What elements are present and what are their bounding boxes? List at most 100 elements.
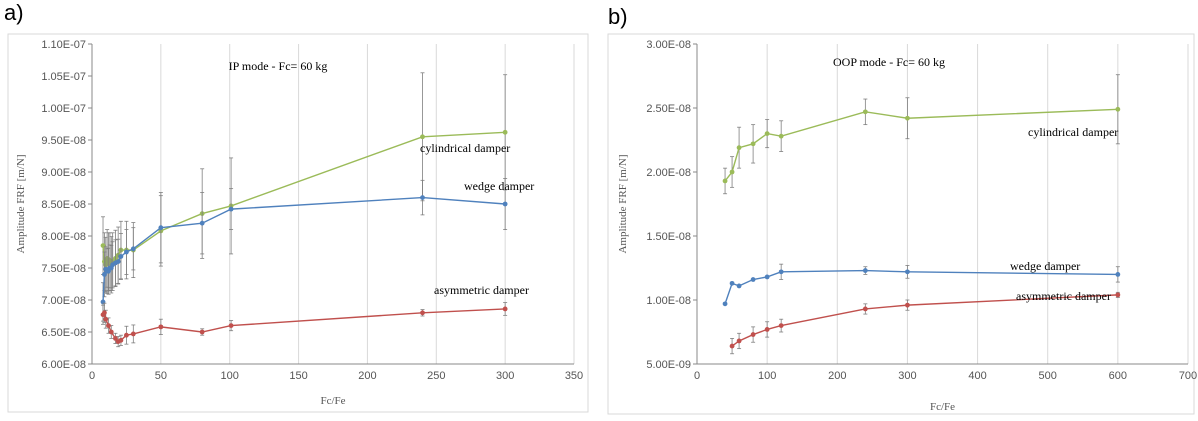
chart-frame	[607, 33, 1195, 415]
data-point	[1115, 106, 1121, 112]
y-tick-label: 2.50E-08	[646, 103, 691, 115]
x-tick-label: 0	[694, 370, 700, 382]
panel-label-a: a)	[4, 0, 24, 25]
data-point	[729, 280, 735, 286]
x-tick-label: 200	[828, 370, 846, 382]
series-asymmetric-damper: asymmetric damper	[729, 289, 1121, 355]
data-point	[502, 201, 508, 207]
series-label: cylindrical damper	[420, 141, 510, 155]
data-point	[118, 337, 124, 343]
data-point	[502, 306, 508, 312]
data-point	[118, 254, 124, 259]
data-point	[158, 225, 164, 231]
data-point	[101, 310, 107, 316]
data-point	[106, 323, 111, 328]
x-tick-label: 300	[496, 370, 514, 382]
data-point	[124, 332, 129, 338]
y-tick-label: 9.00E-08	[41, 167, 86, 179]
series-line	[731, 294, 1118, 347]
data-point	[101, 272, 107, 277]
x-tick-label: 100	[221, 370, 239, 382]
y-tick-label: 7.00E-08	[41, 295, 86, 307]
data-point	[764, 327, 770, 332]
data-point	[1115, 292, 1121, 298]
panel-label-b: b)	[608, 4, 628, 29]
data-point	[764, 131, 770, 137]
y-tick-label: 1.05E-07	[41, 71, 86, 83]
series-asymmetric-damper: asymmetric damper	[100, 283, 529, 348]
data-point	[420, 195, 425, 201]
data-point	[420, 310, 425, 316]
data-point	[124, 249, 129, 255]
chart-frame	[7, 33, 589, 413]
x-tick-label: 0	[89, 370, 95, 382]
x-tick-label: 400	[968, 370, 986, 382]
data-point	[736, 338, 742, 344]
data-point	[778, 133, 784, 139]
series-line	[724, 108, 1118, 182]
series-cylindrical-damper: cylindrical damper	[722, 74, 1121, 195]
data-point	[502, 129, 508, 135]
x-tick-label: 600	[1109, 370, 1127, 382]
data-point	[420, 134, 425, 140]
series-label: asymmetric damper	[1016, 289, 1111, 303]
series-label: asymmetric damper	[434, 283, 529, 297]
data-point	[729, 169, 735, 175]
data-point	[228, 323, 234, 328]
data-point	[778, 323, 784, 328]
data-point	[905, 269, 910, 275]
data-point	[113, 336, 118, 341]
x-tick-label: 500	[1039, 370, 1057, 382]
data-point	[729, 343, 735, 349]
data-point	[750, 277, 756, 282]
y-tick-label: 2.00E-08	[646, 167, 691, 179]
y-tick-label: 6.50E-08	[41, 327, 86, 339]
x-axis-title: Fc/Fe	[930, 401, 955, 413]
x-tick-label: 700	[1179, 370, 1197, 382]
data-point	[103, 316, 109, 322]
data-point	[108, 329, 114, 335]
series-wedge-damper: wedge damper	[722, 259, 1121, 307]
y-tick-label: 1.00E-08	[646, 295, 691, 307]
data-point	[862, 109, 868, 115]
y-axis-title: Amplitude FRF [m/N]	[617, 154, 629, 253]
data-point	[130, 331, 136, 337]
series-wedge-damper: wedge damper	[100, 177, 534, 322]
data-point	[750, 141, 756, 147]
data-point	[199, 220, 205, 226]
y-tick-label: 1.00E-07	[41, 103, 86, 115]
y-tick-label: 8.00E-08	[41, 231, 86, 243]
y-tick-label: 7.50E-08	[41, 263, 86, 275]
data-point	[158, 324, 164, 330]
data-point	[199, 329, 205, 335]
x-tick-label: 250	[427, 370, 445, 382]
y-tick-label: 1.10E-07	[41, 39, 86, 51]
y-axis-title: Amplitude FRF [m/N]	[15, 154, 27, 253]
x-tick-label: 200	[358, 370, 376, 382]
data-point	[722, 301, 728, 307]
data-point	[115, 259, 121, 264]
x-tick-label: 50	[155, 370, 167, 382]
data-point	[228, 206, 234, 212]
x-tick-label: 300	[898, 370, 916, 382]
data-point	[862, 268, 868, 273]
data-point	[778, 269, 784, 275]
y-tick-label: 5.00E-09	[646, 359, 691, 371]
y-tick-label: 8.50E-08	[41, 199, 86, 211]
data-point	[905, 115, 910, 121]
series-label: cylindrical damper	[1028, 125, 1118, 139]
x-axis-title: Fc/Fe	[320, 395, 345, 407]
series-label: wedge damper	[1010, 259, 1080, 273]
x-tick-label: 100	[758, 370, 776, 382]
y-tick-label: 9.50E-08	[41, 135, 86, 147]
data-point	[736, 283, 742, 289]
chart-title: OOP mode - Fc= 60 kg	[833, 55, 945, 69]
data-point	[130, 246, 136, 252]
y-tick-label: 3.00E-08	[646, 39, 691, 51]
data-point	[764, 274, 770, 280]
data-point	[1115, 272, 1121, 277]
y-tick-label: 6.00E-08	[41, 359, 86, 371]
data-point	[736, 145, 742, 151]
